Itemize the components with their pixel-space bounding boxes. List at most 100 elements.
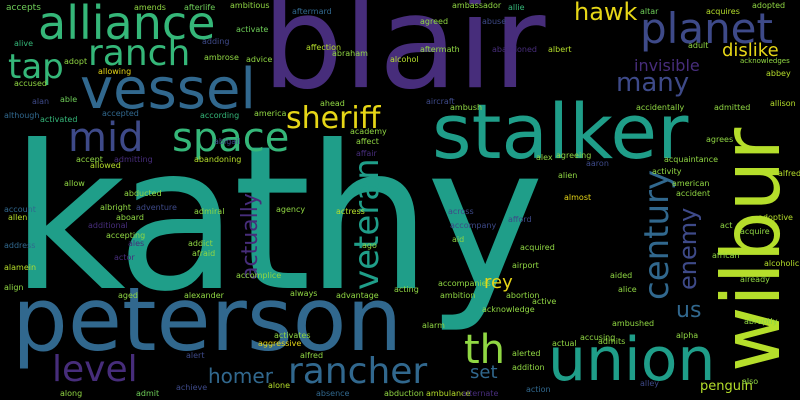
word: abducted	[124, 189, 162, 198]
word: act	[720, 221, 733, 230]
word: abuse	[482, 17, 507, 26]
word: rey	[484, 272, 513, 293]
word: set	[470, 362, 498, 383]
word: alliance	[38, 0, 216, 50]
word: albert	[548, 45, 572, 54]
word: alien	[558, 171, 578, 180]
word: alan	[32, 97, 50, 106]
word: aircraft	[426, 97, 455, 106]
word: space	[172, 115, 290, 161]
word: blair	[262, 0, 546, 118]
word: admitting	[114, 155, 153, 164]
word: abandoned	[492, 45, 537, 54]
word: although	[4, 111, 40, 120]
word: adventure	[136, 203, 177, 212]
word: accomplice	[236, 271, 282, 280]
word: abraham	[332, 49, 368, 58]
word: actual	[552, 339, 577, 348]
word: accused	[14, 79, 47, 88]
word: admit	[136, 389, 160, 398]
word: accepted	[102, 109, 139, 118]
word: allen	[8, 213, 28, 222]
word: advantage	[336, 291, 379, 300]
word: addition	[512, 363, 545, 372]
word: aftermard	[292, 7, 332, 16]
word: abduction	[384, 389, 424, 398]
word: actress	[336, 207, 365, 216]
word: accepts	[6, 3, 41, 13]
word: abigail	[214, 137, 241, 146]
word: alpha	[676, 331, 699, 340]
word: kathy	[10, 103, 544, 336]
word: alex	[536, 153, 553, 162]
word: dislike	[722, 40, 779, 61]
word: addict	[188, 239, 213, 248]
word: ambition	[440, 291, 476, 300]
word: alarm	[422, 321, 445, 330]
word: aftermath	[420, 45, 460, 54]
word: vessel	[80, 57, 256, 122]
word: alfred	[778, 169, 800, 178]
word: amends	[134, 3, 166, 12]
word: penguin	[700, 379, 753, 394]
word: allowed	[90, 161, 121, 170]
word: many	[616, 68, 690, 98]
word: already	[740, 275, 770, 284]
word: ambrose	[204, 53, 239, 62]
word: us	[676, 298, 702, 323]
word: homer	[208, 364, 273, 388]
word: alfred	[300, 351, 324, 360]
word: ambush	[450, 103, 483, 112]
word: abruptly	[744, 317, 778, 326]
word: century	[637, 169, 677, 300]
word: alexander	[184, 291, 224, 300]
word: agreeing	[556, 151, 592, 160]
word: albright	[100, 203, 131, 212]
word: aggressive	[258, 339, 302, 348]
word: affect	[356, 137, 379, 146]
word: adopted	[752, 1, 786, 10]
word: activity	[652, 167, 682, 176]
word: aboard	[116, 213, 145, 222]
word: african	[712, 251, 740, 260]
word: enemy	[674, 207, 702, 290]
word: affection	[306, 43, 342, 52]
word: mid	[68, 115, 144, 161]
word: always	[290, 289, 318, 298]
word: action	[526, 385, 551, 394]
word: afraid	[192, 249, 216, 258]
word: adopt	[64, 57, 88, 66]
word: acquire	[740, 227, 770, 236]
word: rancher	[288, 351, 428, 392]
word: agency	[276, 205, 306, 214]
word: aid	[452, 235, 465, 244]
word: invisible	[634, 56, 700, 75]
word: agrees	[706, 135, 734, 144]
word: across	[448, 207, 474, 216]
word: ranch	[88, 33, 191, 74]
word: hawk	[574, 0, 638, 26]
word: aaron	[586, 159, 609, 168]
word: allie	[508, 3, 525, 12]
word: america	[254, 109, 287, 118]
word: alone	[268, 381, 291, 390]
word: alley	[640, 379, 660, 388]
word: allowing	[98, 67, 132, 76]
word: allow	[64, 179, 85, 188]
word: affair	[356, 149, 377, 158]
word: achieve	[176, 383, 208, 392]
word: union	[548, 325, 716, 395]
word: abbey	[766, 69, 791, 78]
word: ago	[362, 241, 377, 250]
word: level	[52, 349, 138, 390]
word: accepting	[106, 231, 146, 240]
word: peterson	[12, 268, 403, 371]
word: acquired	[520, 243, 555, 252]
word: afford	[508, 215, 532, 224]
word: altar	[640, 7, 659, 16]
word: alert	[186, 351, 205, 360]
word: accompany	[450, 221, 497, 230]
word: airport	[512, 261, 539, 270]
word: acquires	[706, 7, 740, 16]
